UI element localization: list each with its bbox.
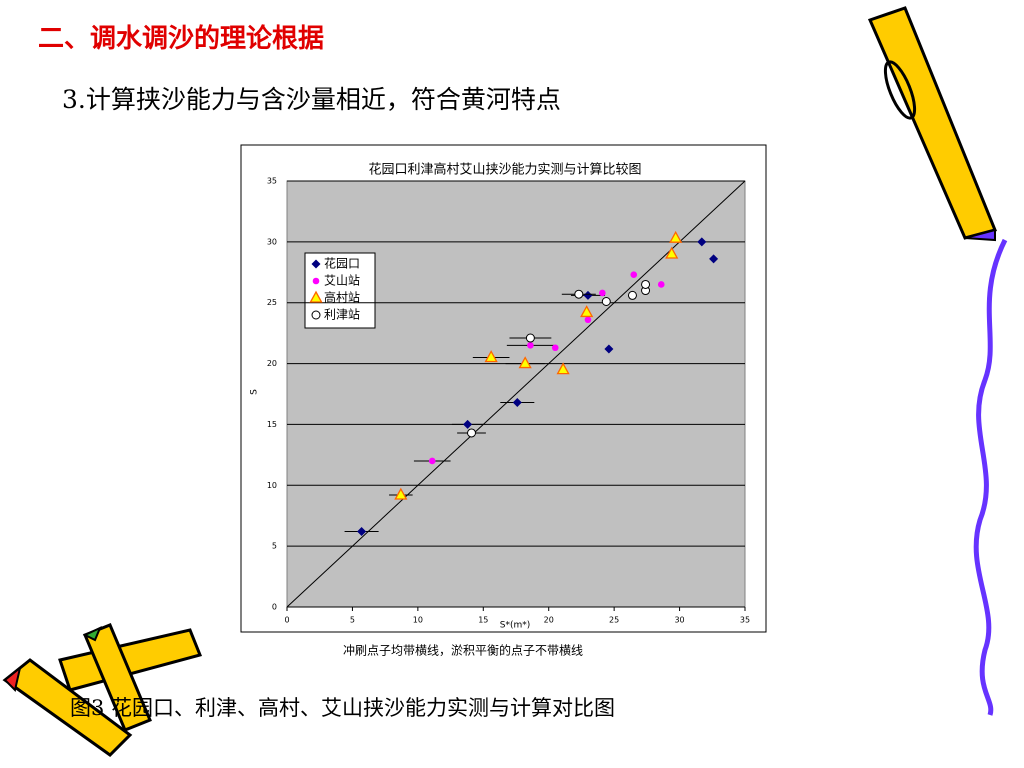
x-tick-label: 10 <box>413 616 423 625</box>
point <box>467 428 477 438</box>
legend-label: 花园口 <box>324 256 360 271</box>
point <box>697 237 707 247</box>
y-tick-label: 15 <box>267 420 277 429</box>
point <box>599 289 606 297</box>
decor-pencil <box>867 6 998 242</box>
y-tick-label: 10 <box>267 481 277 490</box>
x-tick-label: 0 <box>284 616 289 625</box>
legend-marker <box>311 310 321 320</box>
point <box>641 279 651 289</box>
point <box>584 316 592 324</box>
figure-caption: 图3 花园口、利津、高村、艾山挟沙能力实测与计算对比图 <box>70 696 616 720</box>
legend-marker <box>311 259 321 269</box>
reference-line <box>286 180 746 608</box>
x-tick-label: 20 <box>544 616 554 625</box>
y-tick-label: 30 <box>267 237 277 246</box>
x-tick-label: 5 <box>350 616 355 625</box>
point <box>394 487 408 500</box>
point <box>556 362 570 375</box>
point <box>627 290 637 300</box>
slide-subtitle: 3.计算挟沙能力与含沙量相近，符合黄河特点 <box>62 85 561 114</box>
point <box>630 271 638 279</box>
point <box>604 344 614 354</box>
decor-pencils <box>2 623 203 757</box>
x-axis-label: S*(m*) <box>500 621 531 631</box>
point <box>525 333 535 343</box>
y-tick-label: 5 <box>272 542 277 551</box>
point <box>518 356 532 369</box>
y-tick-label: 35 <box>267 177 277 186</box>
point <box>583 290 593 300</box>
x-tick-label: 15 <box>478 616 488 625</box>
point <box>527 342 534 349</box>
legend-marker <box>312 277 320 285</box>
point <box>665 246 679 259</box>
y-axis-label: S <box>250 389 260 395</box>
decor-wave <box>973 238 1008 716</box>
point <box>463 419 473 429</box>
point <box>709 254 719 264</box>
x-tick-label: 30 <box>674 616 684 625</box>
x-tick-label: 35 <box>740 616 750 625</box>
legend-marker <box>309 290 323 303</box>
point <box>574 289 584 299</box>
x-tick-label: 25 <box>609 616 619 625</box>
point <box>657 281 665 288</box>
point <box>484 350 498 363</box>
point <box>428 457 436 465</box>
chart-note: 冲刷点子均带横线，淤积平衡的点子不带横线 <box>343 643 583 658</box>
point <box>357 527 367 537</box>
legend-label: 高村站 <box>324 290 360 305</box>
legend-label: 利津站 <box>324 308 360 322</box>
point <box>669 230 683 243</box>
chart-title: 花园口利津高村艾山挟沙能力实测与计算比较图 <box>368 162 641 178</box>
point <box>512 398 522 408</box>
point <box>580 305 594 318</box>
point <box>601 296 611 306</box>
point <box>551 344 559 352</box>
slide-title: 二、调水调沙的理论根据 <box>38 24 325 54</box>
legend-label: 艾山站 <box>324 274 360 288</box>
y-tick-label: 0 <box>272 603 277 612</box>
y-tick-label: 20 <box>267 359 277 368</box>
y-tick-label: 25 <box>267 298 277 307</box>
